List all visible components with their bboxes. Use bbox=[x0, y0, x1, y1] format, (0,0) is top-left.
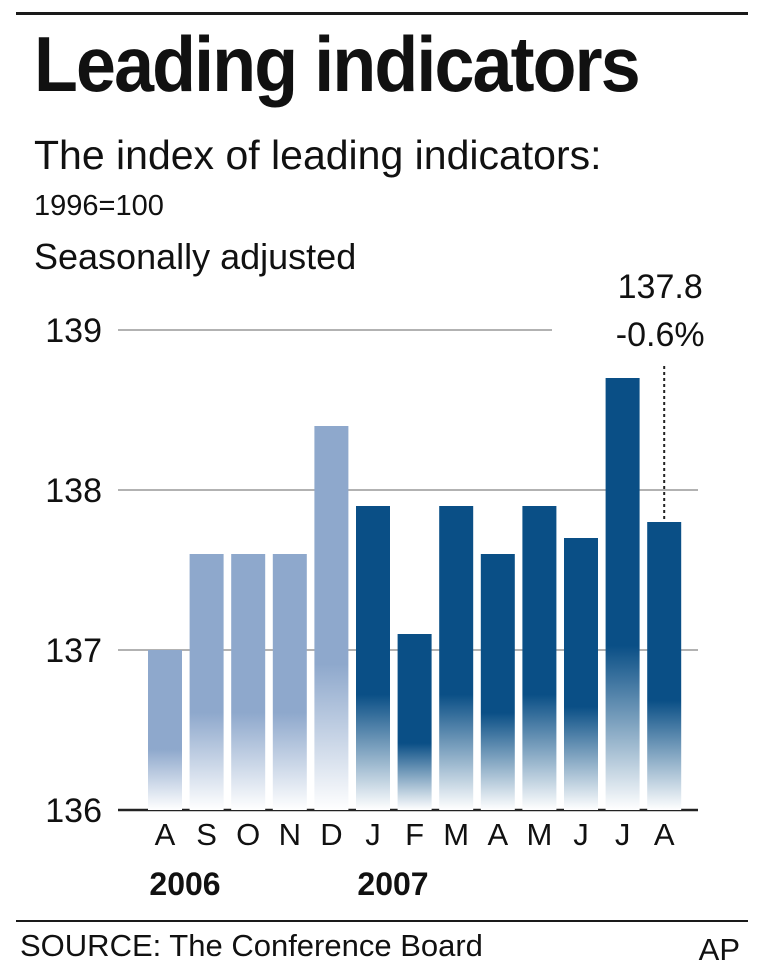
credit-label: AP bbox=[698, 932, 740, 967]
base-year-note: 1996=100 bbox=[34, 190, 164, 222]
source-note: SOURCE: The Conference Board bbox=[20, 928, 483, 963]
x-tick-label: D bbox=[320, 817, 342, 852]
bar-2007-j bbox=[605, 378, 640, 810]
bar-2007-j bbox=[564, 538, 598, 810]
x-tick-label: A bbox=[654, 817, 675, 852]
bar-2006-o bbox=[231, 554, 266, 810]
bar-2007-a bbox=[647, 522, 682, 810]
annotation-change-label: -0.6% bbox=[616, 316, 705, 354]
bar-2007-a bbox=[480, 554, 515, 810]
year-label: 2006 bbox=[149, 866, 220, 902]
bar-2007-j bbox=[356, 506, 390, 810]
bar-2006-a bbox=[148, 650, 182, 810]
bars bbox=[148, 378, 682, 810]
year-label: 2007 bbox=[357, 866, 428, 902]
bar-2006-s bbox=[189, 554, 224, 810]
x-tick-label: S bbox=[196, 817, 217, 852]
y-tick-label: 137 bbox=[45, 632, 102, 670]
x-tick-label: M bbox=[526, 817, 552, 852]
y-tick-label: 136 bbox=[45, 792, 102, 830]
x-tick-label: J bbox=[573, 817, 589, 852]
x-tick-label: F bbox=[405, 817, 424, 852]
y-tick-label: 138 bbox=[45, 472, 102, 510]
latest-value-annotation: 137.8 -0.6% bbox=[616, 268, 705, 522]
bar-2006-n bbox=[272, 554, 307, 810]
x-tick-label: A bbox=[155, 817, 176, 852]
bar-2007-f bbox=[397, 634, 432, 810]
x-tick-label: M bbox=[443, 817, 469, 852]
x-tick-label: A bbox=[487, 817, 508, 852]
annotation-value-label: 137.8 bbox=[618, 268, 703, 306]
bar-2007-m bbox=[522, 506, 557, 810]
top-rule bbox=[16, 12, 748, 15]
x-tick-label: J bbox=[615, 817, 631, 852]
year-labels: 2006 2007 bbox=[149, 866, 428, 902]
bottom-rule bbox=[16, 920, 748, 922]
chart-subtitle: The index of leading indicators: bbox=[34, 132, 602, 178]
x-tick-label: N bbox=[279, 817, 301, 852]
y-axis-tick-labels: 136 137 138 139 bbox=[45, 312, 102, 830]
x-tick-label: J bbox=[365, 817, 381, 852]
chart-title: Leading indicators bbox=[34, 20, 641, 108]
bar-2007-m bbox=[439, 506, 474, 810]
adjustment-note: Seasonally adjusted bbox=[34, 236, 357, 277]
bar-2006-d bbox=[314, 426, 349, 810]
y-tick-label: 139 bbox=[45, 312, 102, 350]
x-tick-label: O bbox=[236, 817, 260, 852]
